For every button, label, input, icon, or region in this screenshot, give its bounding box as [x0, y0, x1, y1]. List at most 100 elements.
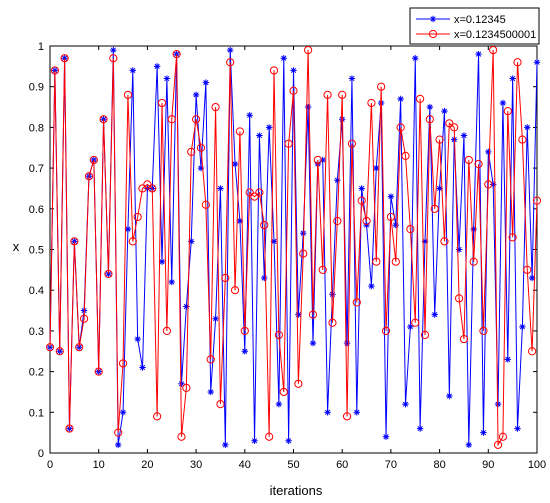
x-tick-label: 100 [528, 459, 546, 471]
series-2-point [89, 155, 98, 165]
series-2-point [435, 135, 444, 144]
series-1-point [392, 221, 399, 229]
legend-marker-series-1 [429, 15, 437, 23]
series-2-point [245, 188, 254, 197]
series-1-point [222, 441, 229, 449]
series-1-point [178, 380, 185, 388]
series-2-point [508, 233, 517, 242]
series-1-point [256, 132, 263, 139]
series-1-point [188, 238, 195, 245]
series-2-point [328, 318, 337, 327]
series-2-point [55, 347, 64, 356]
series-2-point [138, 184, 147, 193]
series-1-point [460, 132, 468, 139]
series-1-point [373, 164, 380, 172]
series-2-point [411, 318, 420, 327]
series-2-point [381, 326, 391, 335]
series-2-point [469, 257, 478, 266]
series-1-point [270, 238, 278, 245]
series-2-point [109, 54, 118, 63]
series-2-point [386, 212, 395, 222]
series-2-point [357, 196, 366, 205]
series-2-point [94, 367, 103, 376]
series-2-point [269, 66, 279, 75]
series-2-point [177, 432, 186, 441]
y-tick-label: 0.7 [29, 163, 44, 175]
series-2-point [498, 432, 508, 441]
series-1-point [387, 193, 395, 200]
series-1-point [114, 441, 122, 449]
series-1-point [475, 50, 482, 58]
series-2-point [362, 216, 371, 226]
series-2-point [430, 204, 439, 213]
series-1-point [348, 75, 356, 82]
series-2-point [235, 127, 245, 136]
series-1-point [183, 303, 190, 310]
series-1-point [207, 388, 214, 396]
series-2-point [493, 440, 503, 449]
series-1-point [441, 107, 448, 115]
series-2-point [79, 314, 89, 323]
series-1-point [431, 311, 438, 318]
series-1-point [280, 55, 287, 62]
series-2-point [352, 298, 361, 307]
series-1-point [251, 437, 258, 444]
y-tick-label: 0.9 [29, 82, 44, 94]
series-2-point [474, 159, 483, 169]
legend: x=0.12345 x=0.1234500001 [409, 7, 540, 45]
x-tick-label: 40 [239, 459, 251, 471]
legend-marker-series-2 [428, 29, 438, 39]
x-tick-label: 50 [287, 459, 299, 471]
y-tick-label: 0 [38, 448, 44, 460]
series-1-point [504, 356, 511, 363]
legend-box [409, 7, 540, 45]
series-1-point [397, 95, 404, 103]
series-1-point [402, 400, 409, 408]
series-2-point [308, 310, 318, 319]
y-axis-label: x [13, 239, 20, 254]
series-2-point [416, 94, 425, 104]
series-2-point [226, 58, 235, 67]
y-tick-label: 0.4 [29, 285, 44, 297]
legend-label-series-1: x=0.12345 [454, 14, 506, 26]
y-tick-label: 0.3 [29, 326, 44, 338]
series-2-point [440, 237, 449, 246]
series-2-point [347, 139, 357, 148]
series-2-point [445, 119, 454, 128]
series-2-point [518, 135, 527, 144]
series-1-point [309, 339, 317, 347]
series-2-point [216, 400, 225, 409]
series-2-point [230, 286, 240, 295]
series-1-point [202, 79, 210, 86]
series-1-point [382, 433, 390, 440]
series-1-point [134, 335, 141, 343]
x-tick-label: 10 [93, 459, 105, 471]
series-2-point [65, 424, 74, 433]
series-2-point [425, 115, 434, 124]
series-1-point [407, 323, 414, 331]
series-1-point [494, 400, 502, 408]
series-1-point [489, 181, 497, 188]
series-2-point [304, 45, 313, 55]
series-2-point [528, 347, 537, 356]
series-2-point [123, 90, 133, 99]
series-1-point [499, 99, 507, 107]
series-1-point [324, 409, 331, 416]
series-2-point [211, 102, 220, 112]
series-1-point [231, 160, 239, 168]
series-1-point [426, 103, 434, 111]
series-1-point [275, 400, 283, 408]
x-tick-label: 0 [47, 459, 53, 471]
series-2-point [489, 45, 498, 55]
series-2-point [503, 107, 512, 116]
x-tick-label: 90 [482, 459, 494, 471]
series-2-point [420, 330, 430, 340]
series-2-point [192, 115, 201, 124]
series-1-point [353, 409, 361, 416]
series-2-point [50, 66, 59, 75]
series-2-point [464, 155, 473, 165]
series-2-point [240, 326, 249, 335]
series-1-point [455, 246, 463, 253]
series-2-point [265, 432, 274, 441]
